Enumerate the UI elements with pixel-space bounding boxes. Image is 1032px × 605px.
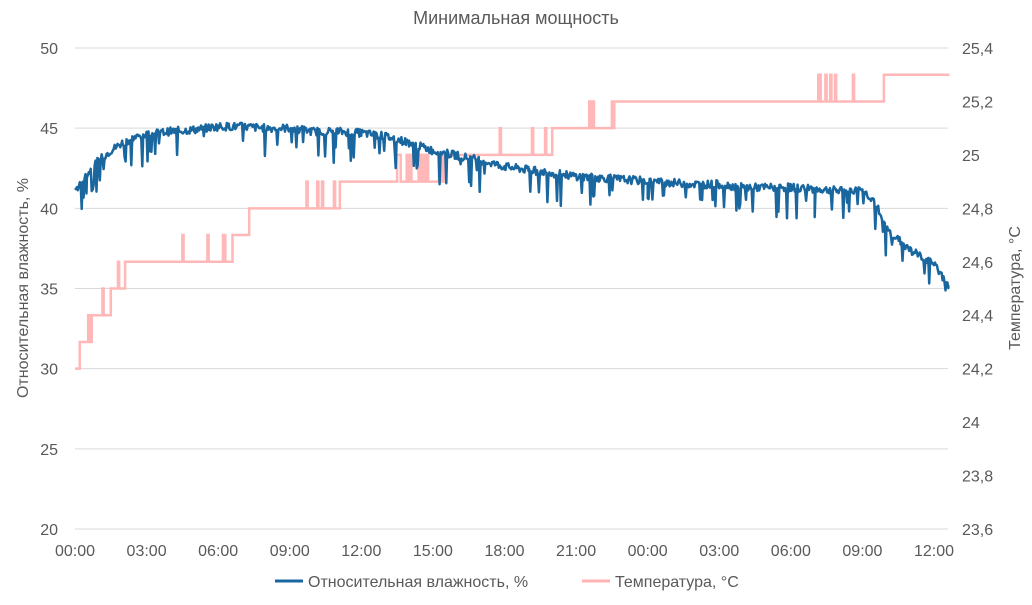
y2-tick-label: 25,2 <box>962 94 993 111</box>
y2-tick-label: 23,6 <box>962 522 993 539</box>
y2-tick-label: 24,6 <box>962 255 993 272</box>
x-tick-label: 15:00 <box>413 543 453 560</box>
legend-label-humidity: Относительная влажность, % <box>308 574 528 591</box>
y-tick-label: 45 <box>40 121 58 138</box>
chart-title: Минимальная мощность <box>413 8 619 28</box>
x-tick-label: 06:00 <box>198 543 238 560</box>
y2-tick-label: 24,8 <box>962 201 993 218</box>
y-tick-label: 20 <box>40 522 58 539</box>
y2-tick-label: 23,8 <box>962 469 993 486</box>
legend-label-temperature: Температура, °C <box>615 574 739 591</box>
y2-tick-label: 25,4 <box>962 41 993 58</box>
y2-tick-label: 24 <box>962 415 980 432</box>
x-axis-ticks: 00:00 03:00 06:00 09:00 12:00 15:00 18:00 21:00… <box>55 543 954 560</box>
x-tick-label: 09:00 <box>270 543 310 560</box>
x-tick-label: 21:00 <box>556 543 596 560</box>
x-tick-label: 00:00 <box>628 543 668 560</box>
y-axis-ticks: 20 25 30 35 40 45 50 <box>40 41 58 539</box>
x-tick-label: 03:00 <box>127 543 167 560</box>
y-tick-label: 30 <box>40 362 58 379</box>
y2-axis-label: Температура, °C <box>1007 226 1024 350</box>
y2-tick-label: 24,2 <box>962 362 993 379</box>
y2-tick-label: 24,4 <box>962 308 993 325</box>
x-tick-label: 12:00 <box>341 543 381 560</box>
series-group <box>74 73 950 370</box>
x-tick-label: 12:00 <box>914 543 954 560</box>
x-tick-label: 00:00 <box>55 543 95 560</box>
series-line-humidity <box>74 121 950 292</box>
y-tick-label: 35 <box>40 282 58 299</box>
y2-tick-label: 25 <box>962 148 980 165</box>
x-tick-label: 06:00 <box>771 543 811 560</box>
y-tick-label: 25 <box>40 442 58 459</box>
y-tick-label: 40 <box>40 201 58 218</box>
series-line-temperature <box>75 73 950 370</box>
legend: Относительная влажность, % Температура, … <box>275 574 739 591</box>
gridlines <box>75 47 948 530</box>
x-tick-label: 09:00 <box>842 543 882 560</box>
y2-axis-ticks: 23,6 23,8 24 24,2 24,4 24,6 24,8 25 25,2 25,4 <box>962 41 993 539</box>
y-tick-label: 50 <box>40 41 58 58</box>
x-tick-label: 18:00 <box>484 543 524 560</box>
y-axis-label: Относительная влажность, % <box>15 178 32 398</box>
x-tick-label: 03:00 <box>699 543 739 560</box>
